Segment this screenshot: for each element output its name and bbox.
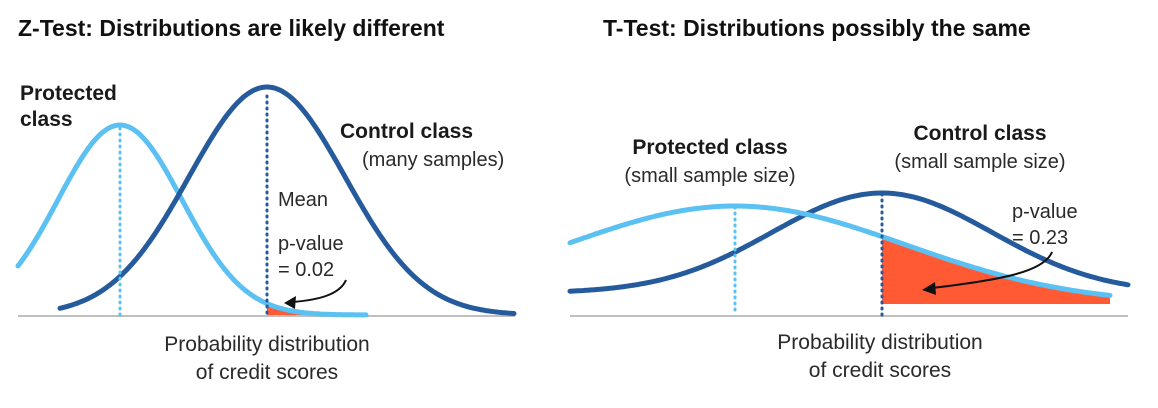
right-protected-label: Protected class [632, 136, 787, 159]
left-protected-curve [15, 122, 369, 318]
right-pvalue-label-line1: p-value [1012, 201, 1078, 223]
left-protected-label-line2: class [20, 108, 73, 131]
right-protected-curve [567, 203, 1113, 298]
right-panel: T-Test: Distributions possibly the same … [567, 15, 1131, 382]
right-axis-label-line2: of credit scores [809, 359, 951, 382]
right-control-curve [567, 190, 1131, 294]
right-control-label: Control class [913, 122, 1046, 145]
left-pvalue-arrow [291, 279, 347, 303]
left-control-curve [57, 84, 517, 316]
left-control-sublabel: (many samples) [362, 149, 504, 171]
left-axis-label-line2: of credit scores [196, 361, 338, 384]
left-pvalue-arrowhead [284, 296, 296, 309]
right-axis-label-line1: Probability distribution [777, 331, 982, 354]
left-panel: Z-Test: Distributions are likely differe… [15, 15, 517, 384]
left-pvalue-label-line2: = 0.02 [278, 259, 334, 281]
right-control-sublabel: (small sample size) [894, 151, 1065, 173]
right-protected-sublabel: (small sample size) [624, 165, 795, 187]
right-pvalue-arrowhead [922, 282, 936, 295]
left-protected-label-line1: Protected [20, 82, 117, 105]
left-axis-label-line1: Probability distribution [164, 333, 369, 356]
left-panel-title: Z-Test: Distributions are likely differe… [18, 15, 445, 41]
right-pvalue-label-line2: = 0.23 [1012, 227, 1068, 249]
left-pvalue-label-line1: p-value [278, 233, 344, 255]
left-control-label: Control class [340, 120, 473, 143]
left-mean-label: Mean [278, 189, 328, 211]
right-pvalue-arrow [931, 251, 1053, 289]
right-panel-title: T-Test: Distributions possibly the same [603, 15, 1031, 41]
